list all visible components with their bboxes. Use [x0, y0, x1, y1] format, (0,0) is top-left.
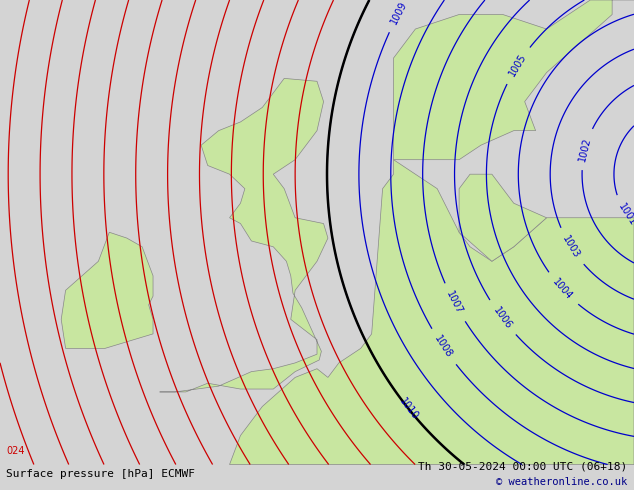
Text: Surface pressure [hPa] ECMWF: Surface pressure [hPa] ECMWF — [6, 469, 195, 479]
Text: Th 30-05-2024 00:00 UTC (06+18): Th 30-05-2024 00:00 UTC (06+18) — [418, 462, 628, 471]
Text: © weatheronline.co.uk: © weatheronline.co.uk — [496, 477, 628, 487]
Text: 1006: 1006 — [491, 305, 514, 331]
Polygon shape — [61, 232, 153, 348]
Text: 1008: 1008 — [432, 334, 454, 360]
Polygon shape — [394, 0, 634, 160]
Text: 024: 024 — [6, 446, 25, 456]
Polygon shape — [160, 78, 328, 392]
Polygon shape — [230, 160, 634, 465]
Polygon shape — [459, 174, 547, 261]
Text: 1001: 1001 — [616, 201, 634, 227]
Text: 1009: 1009 — [389, 0, 409, 26]
Text: 1010: 1010 — [397, 396, 420, 421]
Text: 1003: 1003 — [560, 234, 581, 260]
Text: 1002: 1002 — [578, 136, 593, 162]
Text: 1004: 1004 — [551, 277, 574, 302]
Text: 1007: 1007 — [444, 290, 464, 316]
Text: 1005: 1005 — [507, 52, 528, 78]
